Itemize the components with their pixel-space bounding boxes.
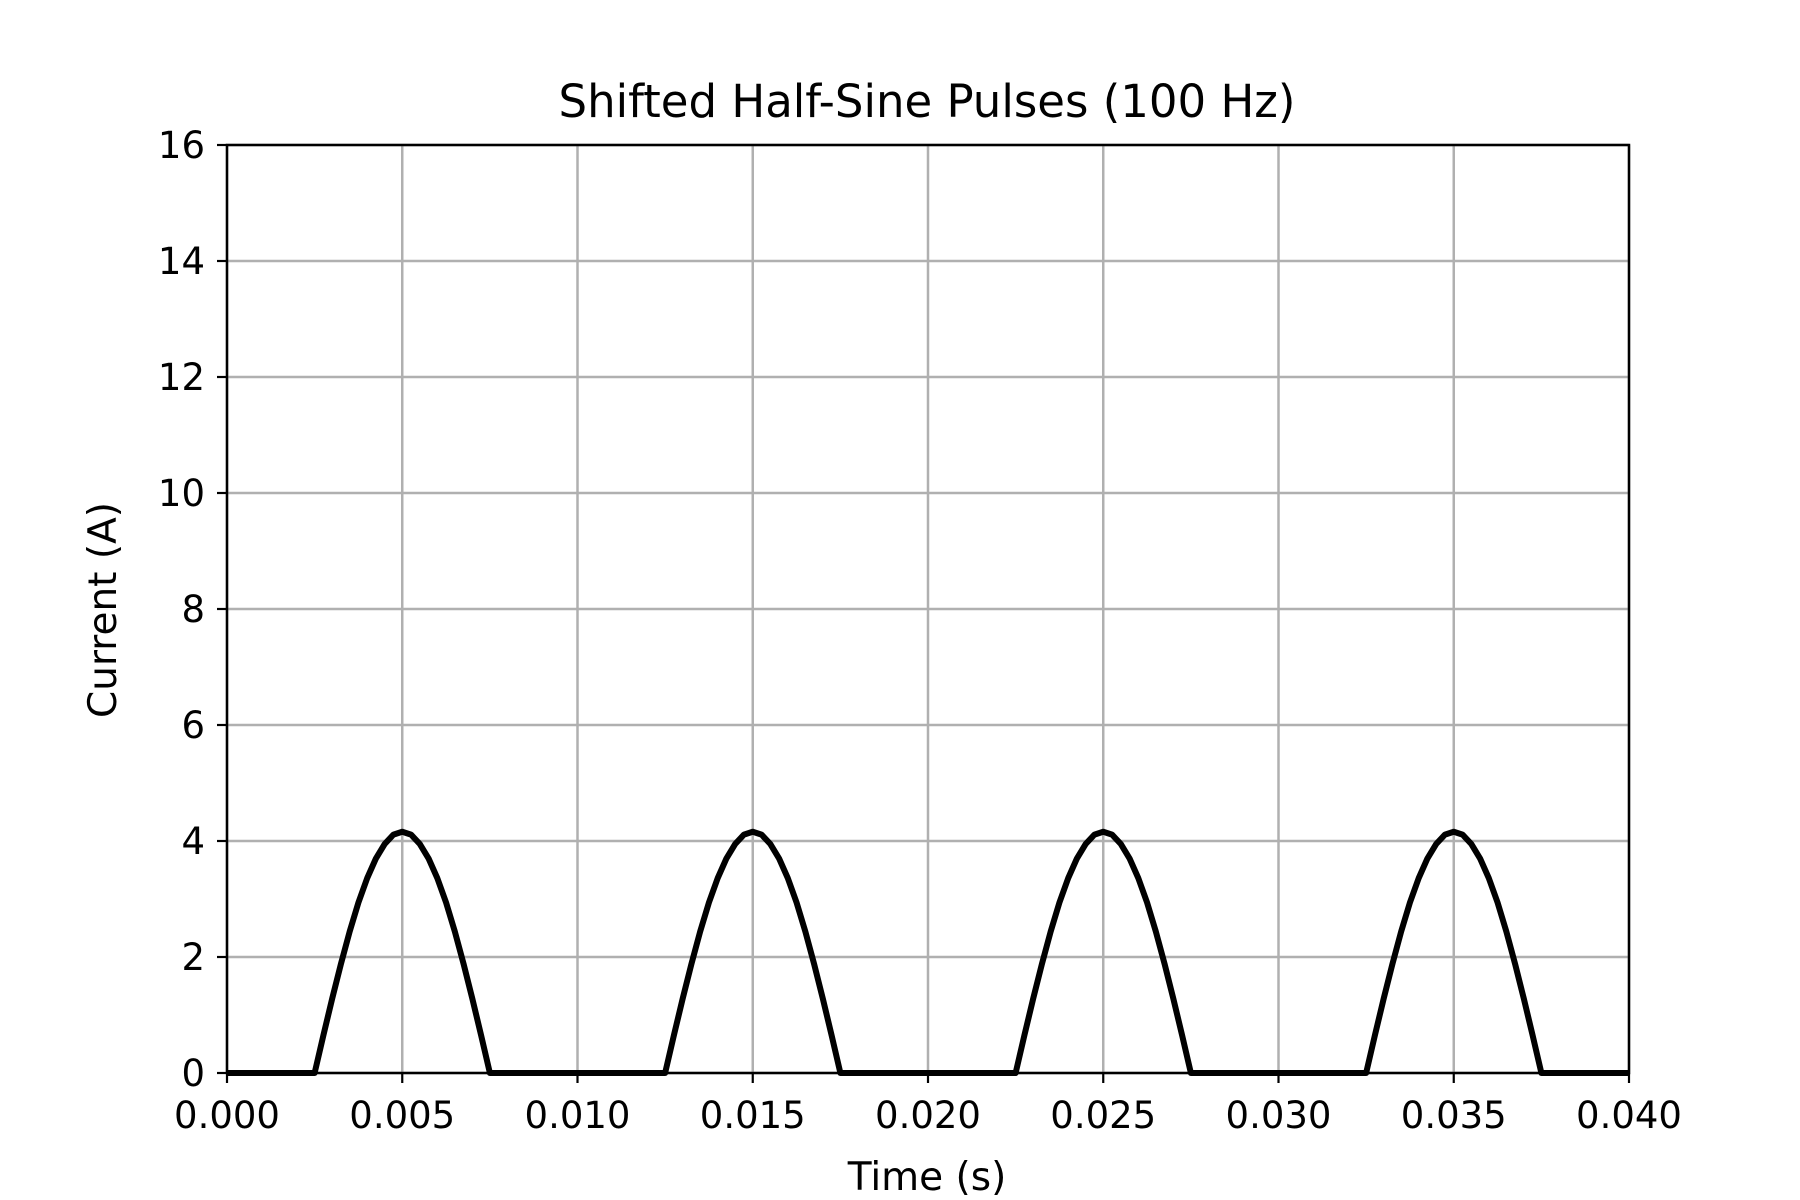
y-tick-label: 16 bbox=[158, 124, 205, 167]
x-tick-label: 0.005 bbox=[349, 1094, 455, 1137]
y-tick-label: 6 bbox=[181, 704, 205, 747]
x-tick-label: 0.030 bbox=[1226, 1094, 1332, 1137]
y-tick-label: 0 bbox=[181, 1052, 205, 1095]
x-tick-label: 0.025 bbox=[1050, 1094, 1156, 1137]
x-axis-label: Time (s) bbox=[847, 1155, 1007, 1200]
y-tick-label: 4 bbox=[181, 820, 205, 863]
y-tick-label: 14 bbox=[158, 240, 205, 283]
y-tick-label: 12 bbox=[158, 356, 205, 399]
y-tick-label: 10 bbox=[158, 472, 205, 515]
x-tick-label: 0.020 bbox=[875, 1094, 981, 1137]
x-tick-label: 0.000 bbox=[174, 1094, 280, 1137]
x-tick-label: 0.015 bbox=[700, 1094, 806, 1137]
ticks: 0.000 0.005 0.010 0.015 0.020 0.025 0.030 0.035… bbox=[158, 124, 1682, 1137]
x-tick-label: 0.040 bbox=[1576, 1094, 1682, 1137]
y-tick-label: 2 bbox=[181, 936, 205, 979]
x-tick-label: 0.035 bbox=[1401, 1094, 1507, 1137]
x-tick-label: 0.010 bbox=[525, 1094, 631, 1137]
y-axis-label: Current (A) bbox=[81, 502, 126, 718]
chart-title: Shifted Half-Sine Pulses (100 Hz) bbox=[559, 75, 1296, 128]
y-tick-label: 8 bbox=[181, 588, 205, 631]
